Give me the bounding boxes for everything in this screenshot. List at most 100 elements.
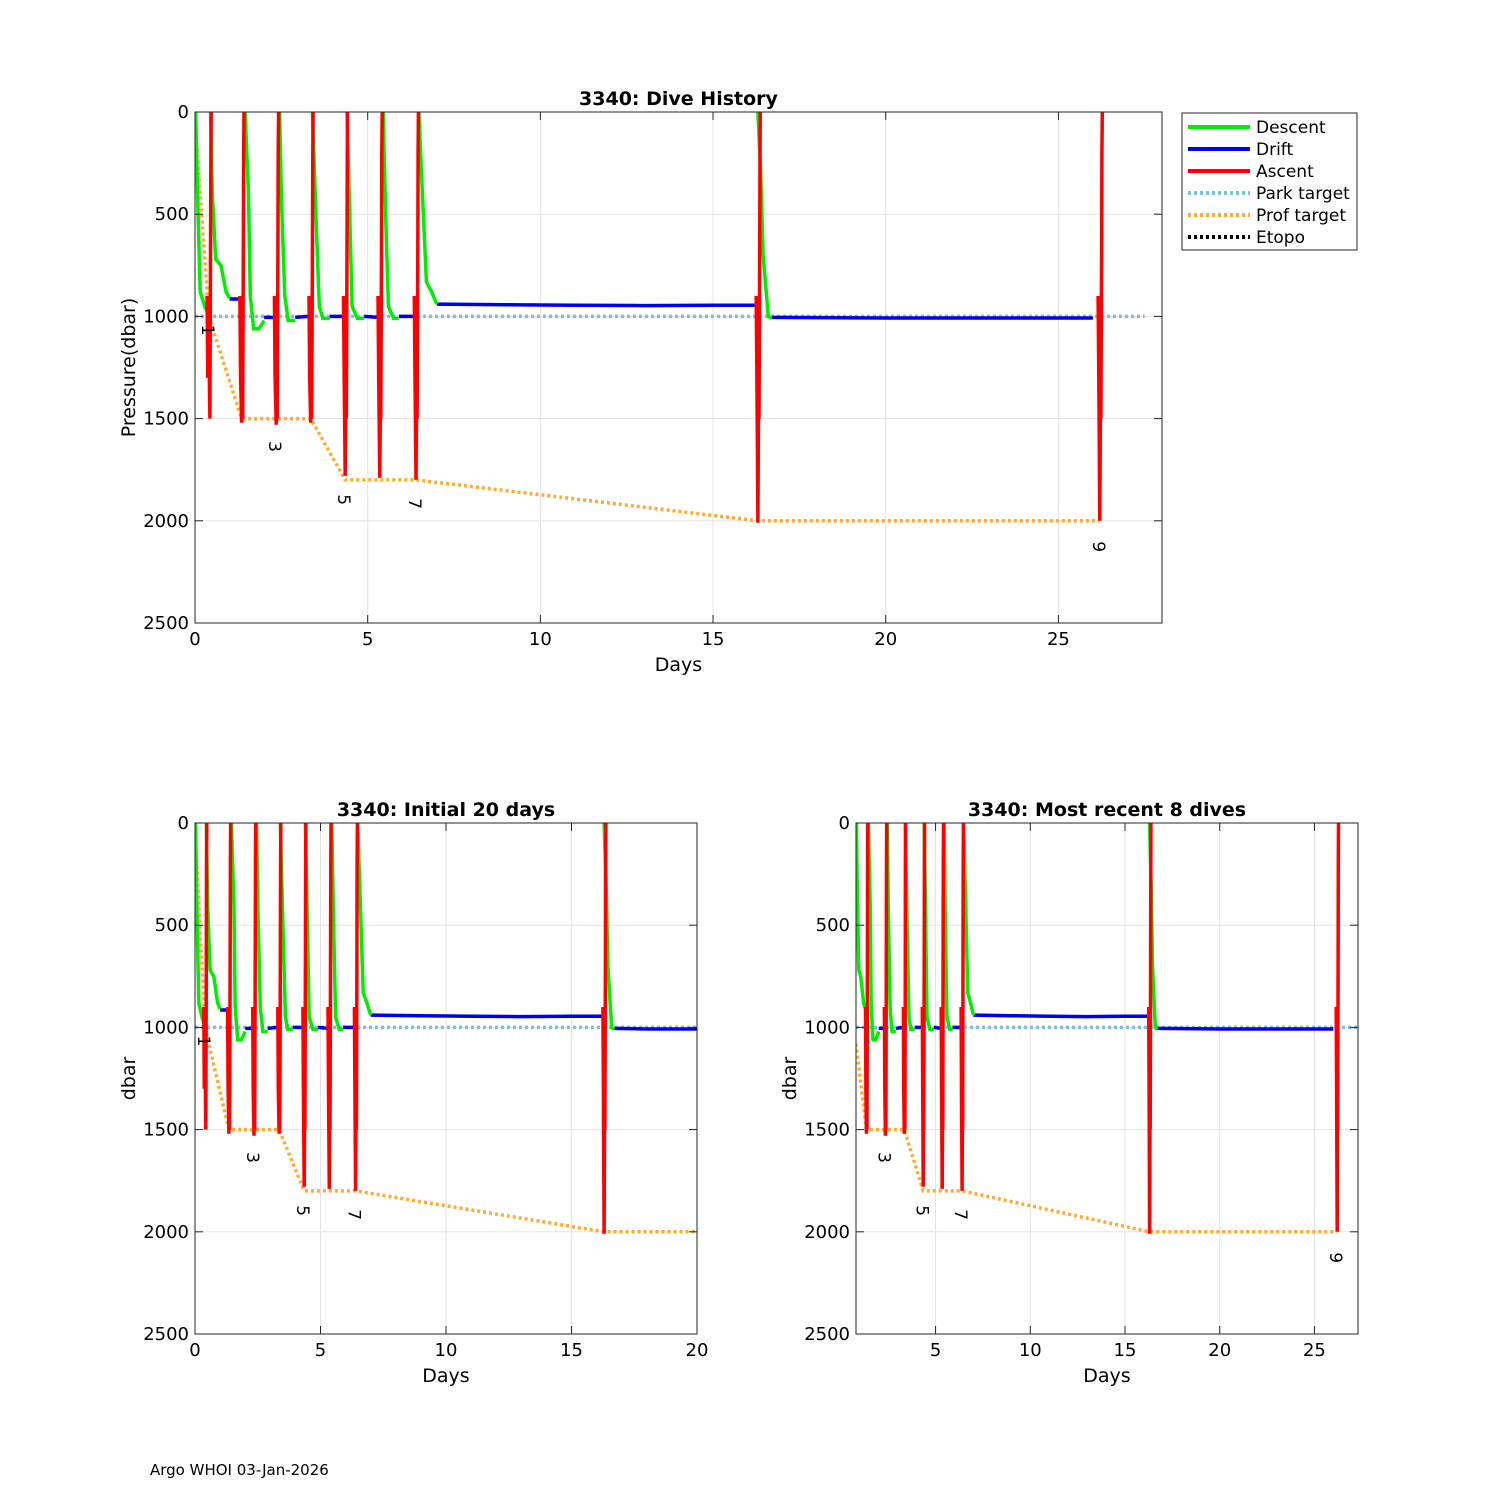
- ascent-spike: [341, 112, 350, 476]
- drift-segment: [771, 315, 1093, 320]
- profile-number-label: 7: [950, 1209, 970, 1220]
- descent-segment: [310, 112, 330, 321]
- y-tick-label: 2500: [143, 613, 189, 634]
- x-axis-label: Days: [655, 654, 702, 676]
- drift-segment: [317, 1025, 329, 1031]
- x-tick-label: 0: [189, 1340, 200, 1361]
- ascent-spike: [205, 112, 213, 419]
- legend-box: [1181, 112, 1358, 251]
- prof-target-line: [195, 142, 1100, 523]
- descent-segment: [866, 823, 881, 1042]
- x-axis-label: Days: [422, 1365, 469, 1387]
- ascent-spike: [754, 112, 763, 523]
- drift-segment: [1157, 1026, 1334, 1031]
- y-tick-label: 2000: [804, 1222, 850, 1243]
- descent-segment: [961, 823, 976, 1016]
- x-tick-label: 5: [315, 1340, 326, 1361]
- x-tick-label: 15: [702, 629, 725, 650]
- profile-number-label: 3: [264, 441, 284, 452]
- chart-recent: 3 5 7 9 5 10 15 20 25 0 500 1000 1500 2000 2500 3340: M…: [779, 799, 1359, 1387]
- x-tick-label: 20: [874, 629, 897, 650]
- descent-segment: [254, 823, 268, 1034]
- drift-segment: [267, 1025, 278, 1031]
- y-tick-label: 500: [816, 915, 850, 936]
- y-axis-label: dbar: [779, 1057, 801, 1101]
- axes-box: [855, 822, 1359, 1335]
- ascent-spike: [1096, 112, 1105, 521]
- x-tick-label: 25: [1303, 1340, 1326, 1361]
- ascent-spike: [959, 823, 966, 1191]
- ascent-spike: [1334, 823, 1341, 1232]
- x-axis-label: Days: [1083, 1365, 1130, 1387]
- ascent-spike: [272, 112, 281, 425]
- chart-initial: 1 3 5 7 0 5 10 15 20 0 500 1000 1500 2000 2500 3340: In…: [118, 799, 708, 1387]
- descent-segment: [229, 823, 247, 1042]
- legend-label: Ascent: [1256, 162, 1314, 182]
- ascent-spike: [882, 823, 889, 1136]
- chart-main: 1 3 5 7 9 0 5 10 15 20 25 0 500 1000 1500 2000 2500 3340:…: [118, 88, 1358, 676]
- drift-segment: [364, 314, 379, 320]
- profile-number-label: 5: [911, 1205, 931, 1216]
- ascent-spike: [920, 823, 927, 1187]
- x-tick-label: 20: [686, 1340, 709, 1361]
- y-tick-label: 1500: [804, 1120, 850, 1141]
- x-tick-label: 20: [1208, 1340, 1231, 1361]
- y-axis-label: dbar: [118, 1057, 140, 1101]
- descent-segment: [243, 112, 266, 331]
- legend-label: Descent: [1256, 118, 1326, 138]
- x-tick-label: 5: [362, 629, 373, 650]
- x-tick-label: 25: [1047, 629, 1070, 650]
- x-tick-label: 5: [930, 1340, 941, 1361]
- descent-segment: [330, 823, 344, 1032]
- plot-area: [856, 823, 1358, 1334]
- legend-label: Drift: [1256, 140, 1293, 160]
- profile-number-label: 7: [344, 1209, 364, 1220]
- chart-title: 3340: Dive History: [579, 88, 778, 110]
- y-tick-label: 0: [839, 813, 850, 834]
- y-tick-label: 0: [178, 102, 189, 123]
- ascent-spike: [1146, 823, 1153, 1234]
- y-axis-label: Pressure(dbar): [118, 298, 140, 438]
- profile-number-label: 9: [1088, 541, 1108, 552]
- legend-label: Etopo: [1256, 228, 1305, 248]
- ascent-spike: [301, 823, 308, 1187]
- drift-segment: [295, 314, 310, 320]
- x-tick-label: 10: [435, 1340, 458, 1361]
- drift-segment: [973, 1013, 1148, 1019]
- profile-number-label: 1: [193, 1036, 213, 1047]
- footer-credit: Argo WHOI 03-Jan-2026: [150, 1461, 329, 1479]
- x-tick-label: 10: [1019, 1340, 1042, 1361]
- profile-number-label: 3: [873, 1152, 893, 1163]
- plot-series: [195, 823, 697, 1234]
- ascent-spike: [601, 823, 608, 1234]
- ascent-spike: [863, 823, 870, 1134]
- y-tick-label: 500: [155, 915, 189, 936]
- profile-number-label: 3: [242, 1152, 262, 1163]
- ascent-spike: [376, 112, 384, 478]
- x-tick-label: 15: [1114, 1340, 1137, 1361]
- y-tick-label: 2500: [804, 1324, 850, 1345]
- profile-number-label: 1: [197, 325, 217, 336]
- legend-label: Park target: [1256, 184, 1350, 204]
- ascent-spike: [238, 112, 246, 423]
- drift-segment: [370, 1013, 602, 1019]
- descent-segment: [277, 112, 296, 323]
- ascent-spike: [225, 823, 233, 1134]
- ascent-spike: [276, 823, 283, 1134]
- y-tick-label: 2000: [143, 511, 189, 532]
- drift-segment: [614, 1026, 697, 1031]
- x-tick-label: 0: [189, 629, 200, 650]
- chart-title: 3340: Most recent 8 dives: [968, 799, 1246, 821]
- plot-area: [195, 112, 1162, 623]
- y-tick-label: 1500: [143, 1120, 189, 1141]
- y-tick-label: 1000: [804, 1017, 850, 1038]
- y-tick-label: 1000: [143, 1017, 189, 1038]
- prof-target-line: [195, 853, 697, 1234]
- y-tick-label: 2000: [143, 1222, 189, 1243]
- profile-number-label: 9: [1325, 1252, 1345, 1263]
- chart-title: 3340: Initial 20 days: [337, 799, 555, 821]
- plot-series: [856, 823, 1358, 1234]
- ascent-spike: [202, 823, 209, 1130]
